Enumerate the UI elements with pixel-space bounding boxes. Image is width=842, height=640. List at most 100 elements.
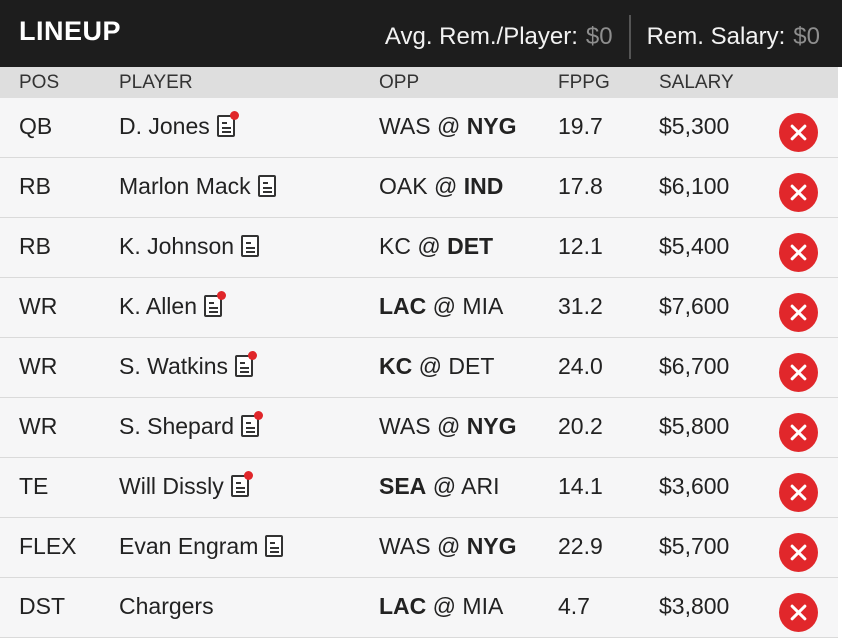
at-sign: @ bbox=[417, 233, 441, 259]
player-name[interactable]: Evan Engram bbox=[119, 533, 259, 559]
remaining-salary-label: Rem. Salary: bbox=[646, 23, 786, 50]
player-news-icon[interactable] bbox=[257, 175, 276, 197]
player-position: WR bbox=[19, 413, 58, 439]
player-news-icon[interactable] bbox=[241, 235, 260, 257]
player-news-icon[interactable] bbox=[204, 291, 226, 317]
at-sign: @ bbox=[432, 473, 457, 499]
home-team: NYG bbox=[466, 413, 517, 439]
player-news-icon[interactable] bbox=[230, 471, 253, 497]
news-alert-dot-icon bbox=[248, 351, 258, 360]
remove-player-button[interactable] bbox=[779, 113, 818, 152]
player-cell: D. Jones bbox=[119, 111, 239, 140]
player-fppg: 20.2 bbox=[558, 413, 603, 439]
home-team: IND bbox=[463, 173, 504, 199]
player-position: WR bbox=[19, 353, 58, 379]
home-team: NYG bbox=[466, 533, 517, 559]
player-name[interactable]: S. Watkins bbox=[119, 353, 229, 379]
opponent-cell: SEA @ ARI bbox=[379, 473, 500, 500]
player-salary: $3,800 bbox=[659, 593, 730, 619]
at-sign: @ bbox=[432, 593, 457, 619]
player-salary: $7,600 bbox=[659, 293, 730, 319]
player-news-icon[interactable] bbox=[241, 411, 264, 437]
away-team: OAK bbox=[379, 173, 428, 199]
home-team: MIA bbox=[462, 293, 504, 319]
column-header-salary: SALARY bbox=[659, 72, 734, 93]
lineup-row: FLEX Evan Engram WAS @ NYG 22.9 $5,700 bbox=[0, 518, 838, 578]
at-sign: @ bbox=[436, 413, 461, 439]
player-position: WR bbox=[19, 293, 58, 319]
player-salary: $3,600 bbox=[659, 473, 730, 499]
player-fppg: 12.1 bbox=[558, 233, 603, 259]
opponent-cell: WAS @ NYG bbox=[379, 413, 517, 440]
panel-edge bbox=[838, 67, 842, 640]
player-salary: $6,100 bbox=[659, 173, 730, 199]
lineup-row: RB Marlon Mack OAK @ IND 17.8 $6,100 bbox=[0, 158, 838, 218]
at-sign: @ bbox=[436, 113, 461, 139]
news-alert-dot-icon bbox=[243, 471, 253, 480]
away-team: SEA bbox=[379, 473, 427, 499]
player-name[interactable]: Will Dissly bbox=[119, 473, 224, 499]
player-position: TE bbox=[19, 473, 49, 499]
news-alert-dot-icon bbox=[229, 111, 239, 120]
player-cell: S. Shepard bbox=[119, 411, 264, 440]
player-cell: Marlon Mack bbox=[119, 173, 276, 200]
player-cell: Will Dissly bbox=[119, 471, 253, 500]
player-cell: K. Allen bbox=[119, 291, 226, 320]
opponent-cell: KC @ DET bbox=[379, 233, 493, 260]
column-header-row: POS PLAYER OPP FPPG SALARY bbox=[0, 67, 838, 98]
player-fppg: 17.8 bbox=[558, 173, 603, 199]
lineup-row: WR K. Allen LAC @ MIA 31.2 $7,600 bbox=[0, 278, 838, 338]
away-team: WAS bbox=[379, 533, 431, 559]
remove-player-button[interactable] bbox=[779, 353, 818, 392]
player-position: FLEX bbox=[19, 533, 77, 559]
player-salary: $5,800 bbox=[659, 413, 730, 439]
away-team: KC bbox=[379, 233, 411, 259]
player-name[interactable]: Marlon Mack bbox=[119, 173, 251, 199]
remove-player-button[interactable] bbox=[779, 593, 818, 632]
player-cell: Evan Engram bbox=[119, 533, 284, 560]
player-fppg: 22.9 bbox=[558, 533, 603, 559]
opponent-cell: LAC @ MIA bbox=[379, 593, 503, 620]
opponent-cell: KC @ DET bbox=[379, 353, 494, 380]
lineup-row: RB K. Johnson KC @ DET 12.1 $5,400 bbox=[0, 218, 838, 278]
remove-player-button[interactable] bbox=[779, 173, 818, 212]
lineup-title: LINEUP bbox=[19, 16, 122, 46]
home-team: NYG bbox=[466, 113, 517, 139]
column-header-fppg: FPPG bbox=[558, 72, 610, 93]
player-name[interactable]: D. Jones bbox=[119, 113, 210, 139]
away-team: WAS bbox=[379, 413, 431, 439]
player-news-icon[interactable] bbox=[265, 535, 284, 557]
remove-player-button[interactable] bbox=[779, 293, 818, 332]
remaining-salary-value: $0 bbox=[793, 23, 820, 50]
player-news-icon[interactable] bbox=[235, 351, 258, 377]
player-name[interactable]: K. Allen bbox=[119, 293, 197, 319]
player-name[interactable]: Chargers bbox=[119, 593, 214, 619]
player-cell: Chargers bbox=[119, 593, 214, 620]
player-fppg: 31.2 bbox=[558, 293, 603, 319]
remove-player-button[interactable] bbox=[779, 473, 818, 512]
player-cell: K. Johnson bbox=[119, 233, 260, 260]
opponent-cell: WAS @ NYG bbox=[379, 533, 517, 560]
player-position: RB bbox=[19, 233, 51, 259]
stats-divider bbox=[628, 15, 631, 59]
remove-player-button[interactable] bbox=[779, 533, 818, 572]
column-header-player: PLAYER bbox=[119, 72, 193, 93]
at-sign: @ bbox=[433, 173, 458, 199]
remove-player-button[interactable] bbox=[779, 413, 818, 452]
player-position: RB bbox=[19, 173, 51, 199]
player-position: DST bbox=[19, 593, 65, 619]
lineup-rows: QB D. Jones WAS @ NYG 19.7 $5,300 RB Mar… bbox=[0, 98, 838, 638]
lineup-row: WR S. Watkins KC @ DET 24.0 $6,700 bbox=[0, 338, 838, 398]
player-name[interactable]: S. Shepard bbox=[119, 413, 235, 439]
player-news-icon[interactable] bbox=[216, 111, 239, 137]
lineup-row: QB D. Jones WAS @ NYG 19.7 $5,300 bbox=[0, 98, 838, 158]
away-team: WAS bbox=[379, 113, 431, 139]
remove-player-button[interactable] bbox=[779, 233, 818, 272]
away-team: LAC bbox=[379, 593, 427, 619]
player-salary: $5,300 bbox=[659, 113, 730, 139]
player-name[interactable]: K. Johnson bbox=[119, 233, 235, 259]
player-cell: S. Watkins bbox=[119, 351, 258, 380]
player-position: QB bbox=[19, 113, 53, 139]
player-salary: $5,400 bbox=[659, 233, 730, 259]
